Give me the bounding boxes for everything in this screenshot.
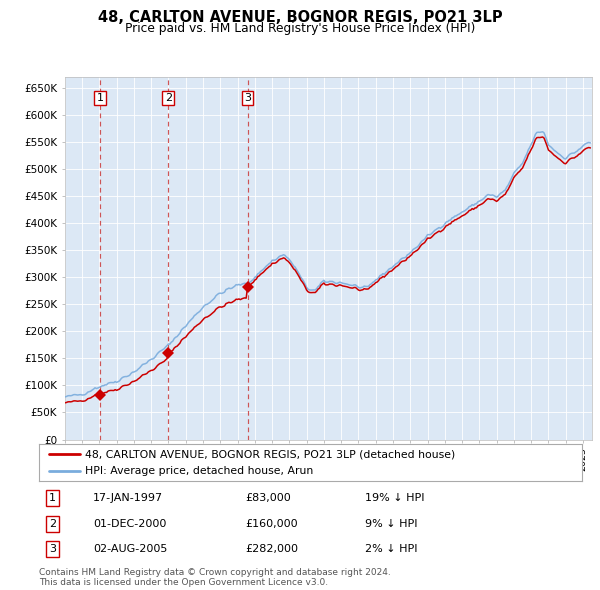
Text: 3: 3 bbox=[244, 93, 251, 103]
Text: 2: 2 bbox=[49, 519, 56, 529]
Text: 01-DEC-2000: 01-DEC-2000 bbox=[94, 519, 167, 529]
Text: HPI: Average price, detached house, Arun: HPI: Average price, detached house, Arun bbox=[85, 466, 313, 476]
Text: 02-AUG-2005: 02-AUG-2005 bbox=[94, 544, 167, 554]
Text: Price paid vs. HM Land Registry's House Price Index (HPI): Price paid vs. HM Land Registry's House … bbox=[125, 22, 475, 35]
Text: 2% ↓ HPI: 2% ↓ HPI bbox=[365, 544, 418, 554]
Text: 17-JAN-1997: 17-JAN-1997 bbox=[94, 493, 163, 503]
Text: £282,000: £282,000 bbox=[245, 544, 298, 554]
Text: £83,000: £83,000 bbox=[245, 493, 291, 503]
Text: Contains HM Land Registry data © Crown copyright and database right 2024.
This d: Contains HM Land Registry data © Crown c… bbox=[39, 568, 391, 587]
Text: 3: 3 bbox=[49, 544, 56, 554]
Text: 2: 2 bbox=[165, 93, 172, 103]
Text: 1: 1 bbox=[49, 493, 56, 503]
Text: 19% ↓ HPI: 19% ↓ HPI bbox=[365, 493, 424, 503]
Text: 48, CARLTON AVENUE, BOGNOR REGIS, PO21 3LP (detached house): 48, CARLTON AVENUE, BOGNOR REGIS, PO21 3… bbox=[85, 450, 455, 460]
Text: 1: 1 bbox=[97, 93, 104, 103]
Text: 9% ↓ HPI: 9% ↓ HPI bbox=[365, 519, 418, 529]
Text: 48, CARLTON AVENUE, BOGNOR REGIS, PO21 3LP: 48, CARLTON AVENUE, BOGNOR REGIS, PO21 3… bbox=[98, 10, 502, 25]
Text: £160,000: £160,000 bbox=[245, 519, 298, 529]
